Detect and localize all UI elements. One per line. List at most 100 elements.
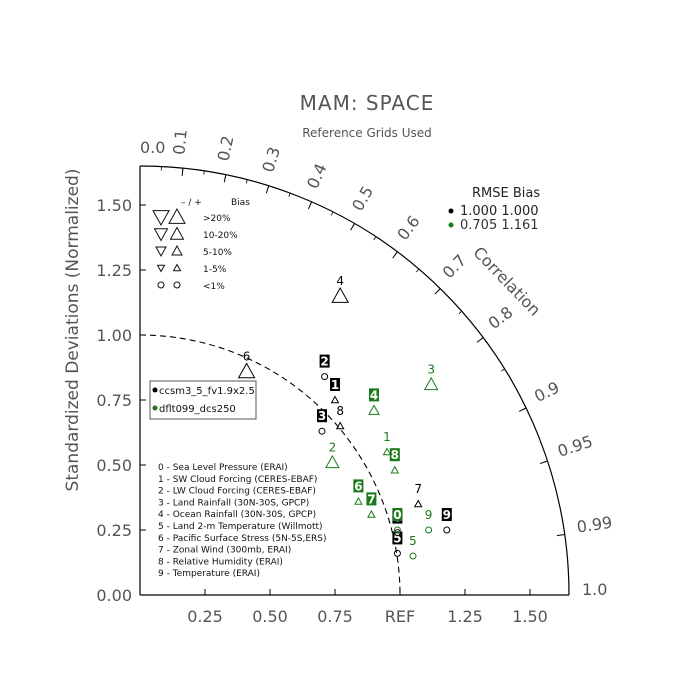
- data-point-label: 6: [243, 349, 251, 363]
- data-point-marker: [413, 499, 423, 508]
- data-point-marker: [318, 427, 326, 435]
- y-tick-label: 1.25: [96, 261, 132, 280]
- data-point-label-box: [441, 508, 452, 521]
- bias-legend-label: 5-10%: [203, 248, 232, 258]
- bias-legend-minus-marker: [156, 264, 166, 273]
- y-tick-label: 1.00: [96, 326, 132, 345]
- correlation-minor-tick: [203, 170, 205, 175]
- data-point-label-box: [392, 531, 403, 545]
- bias-legend-minus-marker: [155, 246, 167, 258]
- correlation-minor-tick: [224, 174, 227, 179]
- bias-legend-label: 1-5%: [203, 265, 227, 275]
- data-point-label-box: [317, 409, 327, 423]
- case-legend-box: [149, 380, 257, 420]
- bias-legend-minus-marker: [157, 281, 165, 289]
- variable-legend-item: 4 - Ocean Rainfall (30N-30S, GPCP): [158, 510, 316, 520]
- variable-legend-item: 6 - Pacific Surface Stress (5N-5S,ERS): [158, 534, 327, 544]
- x-tick-label: 1.25: [447, 607, 483, 626]
- bias-legend-label: 10-20%: [203, 231, 238, 241]
- bias-legend-plus-marker: [168, 207, 186, 224]
- correlation-tick-label: 0.5: [348, 183, 377, 215]
- correlation-minor-tick: [267, 185, 270, 190]
- bias-legend-minus-marker: [152, 210, 170, 227]
- data-point-label: 1: [383, 430, 391, 444]
- data-point-label: 2: [329, 440, 337, 454]
- data-point-marker: [393, 526, 401, 534]
- data-point-label: 5: [393, 531, 401, 545]
- correlation-tick-label: 0.9: [531, 378, 562, 406]
- correlation-tick-label: 0.0: [140, 138, 165, 157]
- data-point-label: 3: [427, 362, 435, 376]
- rmse-table-values: 1.000 1.000: [460, 204, 539, 219]
- data-point-marker: [237, 362, 256, 379]
- correlation-minor-tick: [309, 201, 312, 206]
- data-point-marker: [382, 447, 392, 456]
- case-legend-label: ccsm3_5_fv1.9x2.5: [159, 386, 255, 397]
- correlation-minor-tick: [288, 192, 291, 197]
- correlation-minor-tick: [352, 223, 355, 228]
- data-point-label: 3: [318, 409, 326, 423]
- bias-legend-plus-marker: [172, 263, 182, 272]
- bias-legend-minus-marker: [153, 228, 169, 242]
- correlation-minor-tick: [416, 268, 420, 273]
- correlation-tick-label: 0.1: [169, 128, 190, 155]
- correlation-tick-label: 0.4: [303, 161, 331, 192]
- correlation-minor-tick: [543, 460, 548, 463]
- variable-legend-item: 8 - Relative Humidity (ERAI): [158, 557, 283, 567]
- bias-legend-label: >20%: [203, 214, 231, 224]
- correlation-tick-label: 0.3: [258, 145, 284, 175]
- bias-legend-plus-marker: [169, 226, 185, 240]
- rmse-bias-header: RMSE Bias: [472, 186, 540, 201]
- data-point-label: 9: [425, 508, 433, 522]
- data-point-label: 2: [320, 355, 328, 369]
- data-point-label: 4: [336, 274, 344, 288]
- data-point-label-box: [392, 508, 403, 521]
- correlation-minor-tick: [501, 368, 505, 372]
- data-point-marker: [409, 552, 417, 560]
- correlation-minor-tick: [522, 407, 527, 411]
- x-tick-label: REF: [385, 607, 415, 626]
- data-point-label: 7: [367, 492, 375, 506]
- variable-legend-item: 1 - SW Cloud Forcing (CERES-EBAF): [158, 475, 317, 485]
- y-tick-label: 0.50: [96, 456, 132, 475]
- correlation-tick-label: 0.8: [485, 303, 517, 333]
- data-point-label: 6: [354, 479, 362, 493]
- data-point-label: 8: [336, 404, 344, 418]
- y-tick-label: 0.00: [96, 586, 132, 605]
- data-point-marker: [390, 465, 400, 474]
- x-tick-label: 1.50: [512, 607, 548, 626]
- variable-legend-item: 2 - LW Cloud Forcing (CERES-EBAF): [158, 487, 316, 497]
- chart-subtitle: Reference Grids Used: [302, 126, 432, 140]
- bias-legend-symbols: – / +: [181, 198, 202, 208]
- data-point-marker: [368, 404, 380, 415]
- variable-legend-item: 0 - Sea Level Pressure (ERAI): [158, 463, 288, 473]
- data-point-marker: [425, 526, 433, 534]
- data-point-label-box: [389, 448, 400, 462]
- data-point-marker: [331, 286, 350, 303]
- variable-legend-item: 5 - Land 2-m Temperature (Willmott): [158, 522, 323, 532]
- data-point-label-box: [366, 492, 377, 506]
- data-point-label: 4: [370, 388, 378, 402]
- x-tick-label: 0.75: [317, 607, 353, 626]
- bias-legend-label: <1%: [203, 282, 225, 292]
- correlation-minor-tick: [479, 337, 484, 341]
- correlation-minor-tick: [330, 211, 334, 216]
- bias-legend-plus-marker: [173, 281, 181, 289]
- data-point-label-box: [319, 354, 330, 368]
- correlation-minor-tick: [373, 236, 377, 241]
- correlation-tick-label: 0.6: [393, 212, 423, 244]
- correlation-minor-tick: [245, 179, 248, 184]
- data-point-marker: [393, 549, 401, 557]
- data-point-marker: [443, 526, 451, 534]
- correlation-minor-tick: [458, 310, 463, 315]
- bias-legend-plus-marker: [171, 244, 183, 256]
- rmse-table-dot: [448, 208, 454, 214]
- data-point-label: 9: [443, 508, 451, 522]
- rmse-table-dot: [448, 222, 454, 228]
- data-point-marker: [354, 496, 363, 505]
- correlation-tick-label: 0.95: [555, 432, 595, 461]
- data-point-marker: [325, 454, 340, 469]
- correlation-tick-label: 1.0: [582, 580, 607, 599]
